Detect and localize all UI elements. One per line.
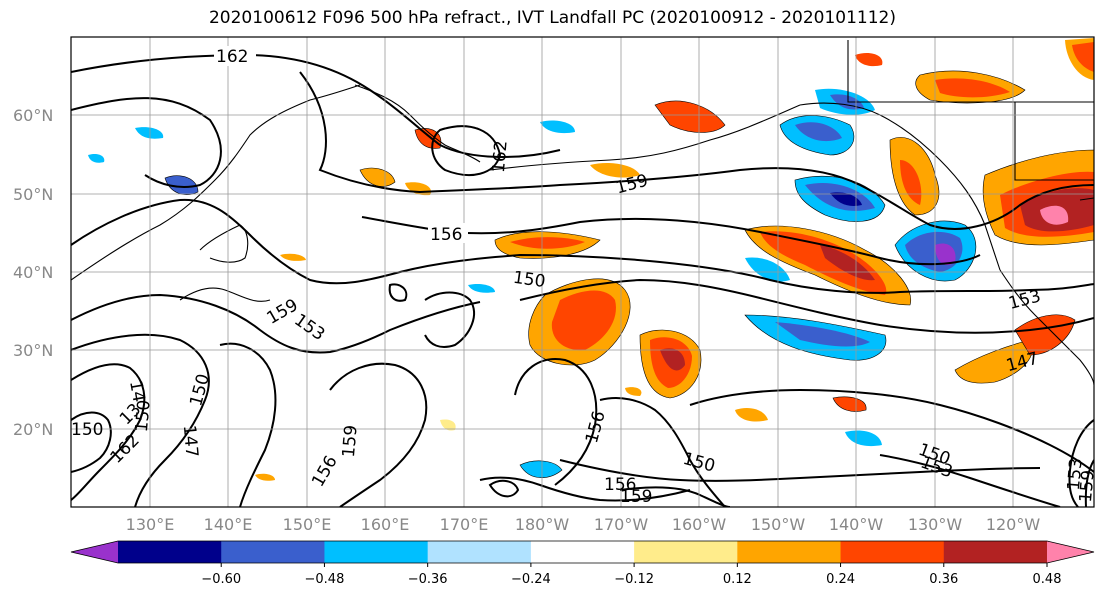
colorbar-swatch bbox=[634, 541, 738, 563]
colorbar-swatch bbox=[221, 541, 325, 563]
colorbar-extend-low bbox=[71, 541, 118, 563]
map-border bbox=[70, 36, 1095, 508]
lon-label: 130°E bbox=[126, 515, 175, 534]
colorbar-swatch bbox=[118, 541, 222, 563]
colorbar-swatch bbox=[737, 541, 842, 563]
contour-label: 162 bbox=[216, 47, 248, 67]
colorbar-swatch bbox=[943, 541, 1048, 563]
latitude-labels: 60°N 50°N 40°N 30°N 20°N bbox=[13, 106, 53, 439]
lon-label: 120°W bbox=[986, 515, 1041, 534]
colorbar-tick-label: −0.36 bbox=[408, 572, 448, 587]
lon-label: 160°W bbox=[672, 515, 727, 534]
map-title: 2020100612 F096 500 hPa refract., IVT La… bbox=[208, 8, 896, 28]
lon-label: 150°W bbox=[751, 515, 806, 534]
longitude-labels: 130°E 140°E 150°E 160°E 170°E 180°W 170°… bbox=[126, 515, 1041, 534]
colorbar-tick-label: −0.12 bbox=[614, 572, 654, 587]
lon-label: 130°W bbox=[908, 515, 963, 534]
colorbar-tick-label: −0.48 bbox=[305, 572, 345, 587]
lon-label: 170°E bbox=[440, 515, 489, 534]
graticule bbox=[71, 37, 1094, 507]
colorbar-tick-label: 0.24 bbox=[826, 572, 855, 587]
contour-label: 153 bbox=[1064, 457, 1087, 491]
colorbar-tick-label: 0.36 bbox=[929, 572, 958, 587]
colorbar-tick-label: −0.24 bbox=[511, 572, 551, 587]
contour-label: 159 bbox=[620, 487, 652, 507]
colorbar-swatch bbox=[427, 541, 532, 563]
lat-label: 30°N bbox=[13, 341, 53, 360]
colorbar-tick-label: −0.60 bbox=[201, 572, 241, 587]
colorbar-extend-high bbox=[1047, 541, 1094, 563]
lon-label: 140°W bbox=[829, 515, 884, 534]
lat-label: 20°N bbox=[13, 420, 53, 439]
lat-label: 40°N bbox=[13, 263, 53, 282]
refractivity-contours bbox=[71, 53, 1094, 507]
contour-label: 150 bbox=[512, 268, 547, 292]
colorbar-swatch bbox=[840, 541, 945, 563]
shaded-anomaly-fields bbox=[88, 38, 1094, 481]
contour-label: 159 bbox=[339, 424, 362, 458]
colorbar bbox=[70, 540, 1095, 564]
colorbar-outline bbox=[70, 540, 1095, 564]
contour-label: 14 bbox=[125, 379, 148, 404]
lon-label: 180°W bbox=[515, 515, 570, 534]
contour-label: 156 bbox=[430, 225, 462, 245]
contour-label: 159 bbox=[1076, 469, 1099, 503]
lat-label: 50°N bbox=[13, 185, 53, 204]
lon-label: 150°E bbox=[283, 515, 332, 534]
lat-label: 60°N bbox=[13, 106, 53, 125]
contour-label: 156 bbox=[604, 475, 636, 495]
colorbar-tick-label: 0.48 bbox=[1033, 572, 1062, 587]
colorbar-swatch bbox=[324, 541, 429, 563]
colorbar-tick-labels: −0.60 −0.48 −0.36 −0.24 −0.12 0.12 0.24 0.36 0.4… bbox=[201, 563, 1062, 587]
contour-label: 147 bbox=[179, 424, 202, 458]
colorbar-swatch bbox=[530, 541, 635, 563]
lon-label: 160°E bbox=[361, 515, 410, 534]
contour-label: 150 bbox=[132, 399, 155, 433]
lon-label: 170°W bbox=[594, 515, 649, 534]
contour-label: 150 bbox=[71, 420, 103, 440]
colorbar-tick-label: 0.12 bbox=[723, 572, 752, 587]
contour-label: 162 bbox=[489, 140, 512, 174]
lon-label: 140°E bbox=[204, 515, 253, 534]
